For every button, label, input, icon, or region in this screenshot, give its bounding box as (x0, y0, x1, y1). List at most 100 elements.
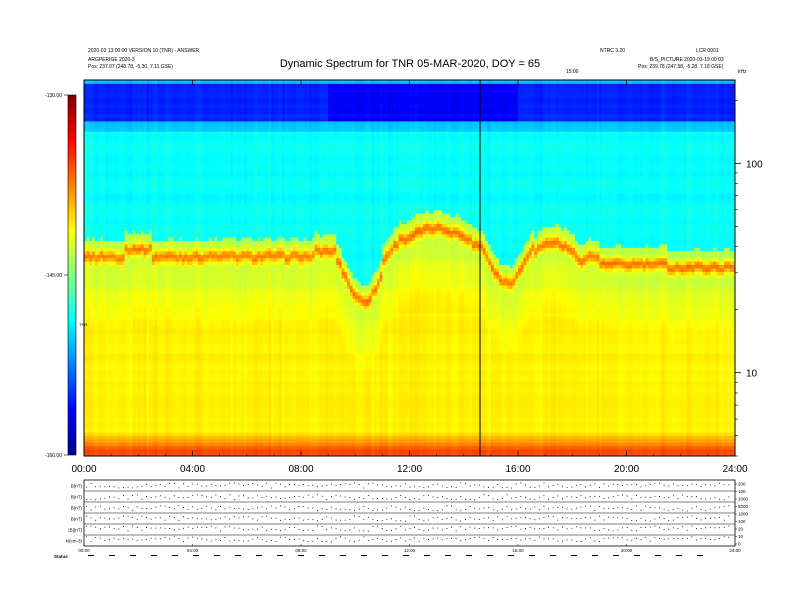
heatmap-cell (84, 326, 88, 330)
heatmap-cell (146, 346, 150, 351)
heatmap-cell (178, 179, 183, 183)
heatmap-cell (102, 445, 107, 450)
heatmap-cell (130, 425, 134, 430)
heatmap-cell (192, 90, 196, 95)
heatmap-cell (92, 172, 96, 177)
heatmap-cell (105, 216, 109, 221)
heatmap-cell (181, 264, 185, 269)
heatmap-cell (165, 268, 169, 272)
heatmap-cell (127, 414, 131, 419)
heatmap-cell (138, 220, 142, 224)
heatmap-cell (116, 360, 120, 365)
heatmap-cell (157, 312, 161, 317)
heatmap-cell (84, 93, 88, 98)
heatmap-cell (170, 233, 174, 238)
heatmap-cell (184, 350, 188, 354)
heatmap-cell (97, 428, 101, 433)
heatmap-cell (197, 213, 202, 218)
heatmap-cell (192, 264, 196, 269)
heatmap-cell (102, 291, 107, 296)
heatmap-cell (197, 162, 202, 166)
heatmap-cell (170, 377, 174, 382)
heatmap-cell (105, 274, 109, 279)
heatmap-cell (151, 203, 155, 207)
heatmap-cell (130, 380, 134, 385)
heatmap-cell (113, 387, 117, 392)
heatmap-cell (111, 285, 115, 289)
heatmap-cell (200, 305, 204, 310)
heatmap-cell (105, 414, 109, 419)
heatmap-cell (162, 121, 166, 125)
heatmap-cell (100, 110, 104, 115)
heatmap-cell (116, 339, 120, 344)
heatmap-cell (178, 380, 183, 385)
heatmap-cell (181, 233, 185, 238)
heatmap-cell (94, 271, 98, 276)
heatmap-cell (149, 148, 153, 153)
heatmap-cell (192, 203, 196, 207)
heatmap-cell (97, 295, 101, 300)
heatmap-cell (84, 363, 88, 368)
heatmap-cell (140, 144, 145, 149)
heatmap-cell (135, 411, 139, 416)
heatmap-cell (127, 363, 131, 368)
heatmap-cell (178, 418, 183, 423)
heatmap-cell (176, 199, 180, 204)
heatmap-cell (170, 107, 174, 112)
heatmap-cell (173, 206, 177, 211)
heatmap-cell (154, 182, 158, 187)
heatmap-cell (116, 442, 120, 447)
heatmap-cell (86, 377, 90, 382)
heatmap-cell (100, 367, 104, 371)
heatmap-cell (130, 131, 134, 136)
heatmap-cell (127, 312, 131, 317)
heatmap-cell (86, 165, 90, 170)
heatmap-cell (162, 295, 166, 300)
heatmap-cell (165, 114, 169, 118)
heatmap-cell (105, 168, 109, 173)
heatmap-cell (178, 281, 183, 286)
heatmap-cell (176, 250, 180, 255)
heatmap-cell (168, 312, 172, 317)
heatmap-cell (105, 387, 109, 392)
heatmap-cell (154, 339, 158, 344)
heatmap-cell (132, 254, 136, 259)
heatmap-cell (102, 343, 107, 348)
heatmap-cell (178, 86, 183, 91)
heatmap-cell (108, 432, 112, 436)
heatmap-cell (143, 336, 147, 341)
heatmap-cell (149, 250, 153, 255)
heatmap-cell (189, 127, 193, 132)
heatmap-cell (149, 339, 153, 344)
heatmap-cell (159, 209, 164, 214)
heatmap-cell (162, 302, 166, 306)
heatmap-cell (173, 343, 177, 348)
heatmap-cell (89, 216, 93, 221)
heatmap-cell (138, 377, 142, 382)
heatmap-cell (181, 209, 185, 214)
heatmap-cell (119, 421, 123, 426)
heatmap-cell (176, 394, 180, 399)
heatmap-cell (113, 131, 117, 136)
heatmap-cell (170, 315, 174, 320)
heatmap-cell (187, 442, 191, 447)
heatmap-cell (162, 367, 166, 371)
heatmap-cell (157, 305, 161, 310)
heatmap-cell (203, 250, 207, 255)
heatmap-cell (86, 452, 90, 457)
heatmap-cell (159, 360, 164, 365)
heatmap-cell (149, 90, 153, 95)
heatmap-cell (195, 268, 199, 272)
heatmap-cell (127, 182, 131, 187)
heatmap-cell (124, 165, 128, 170)
heatmap-cell (119, 244, 123, 248)
heatmap-cell (113, 199, 117, 204)
heatmap-cell (149, 312, 153, 317)
heatmap-cell (113, 339, 117, 344)
heatmap-cell (86, 291, 90, 296)
heatmap-cell (105, 121, 109, 125)
heatmap-cell (135, 148, 139, 153)
heatmap-cell (189, 288, 193, 293)
heatmap-cell (170, 97, 174, 101)
heatmap-cell (206, 425, 210, 430)
